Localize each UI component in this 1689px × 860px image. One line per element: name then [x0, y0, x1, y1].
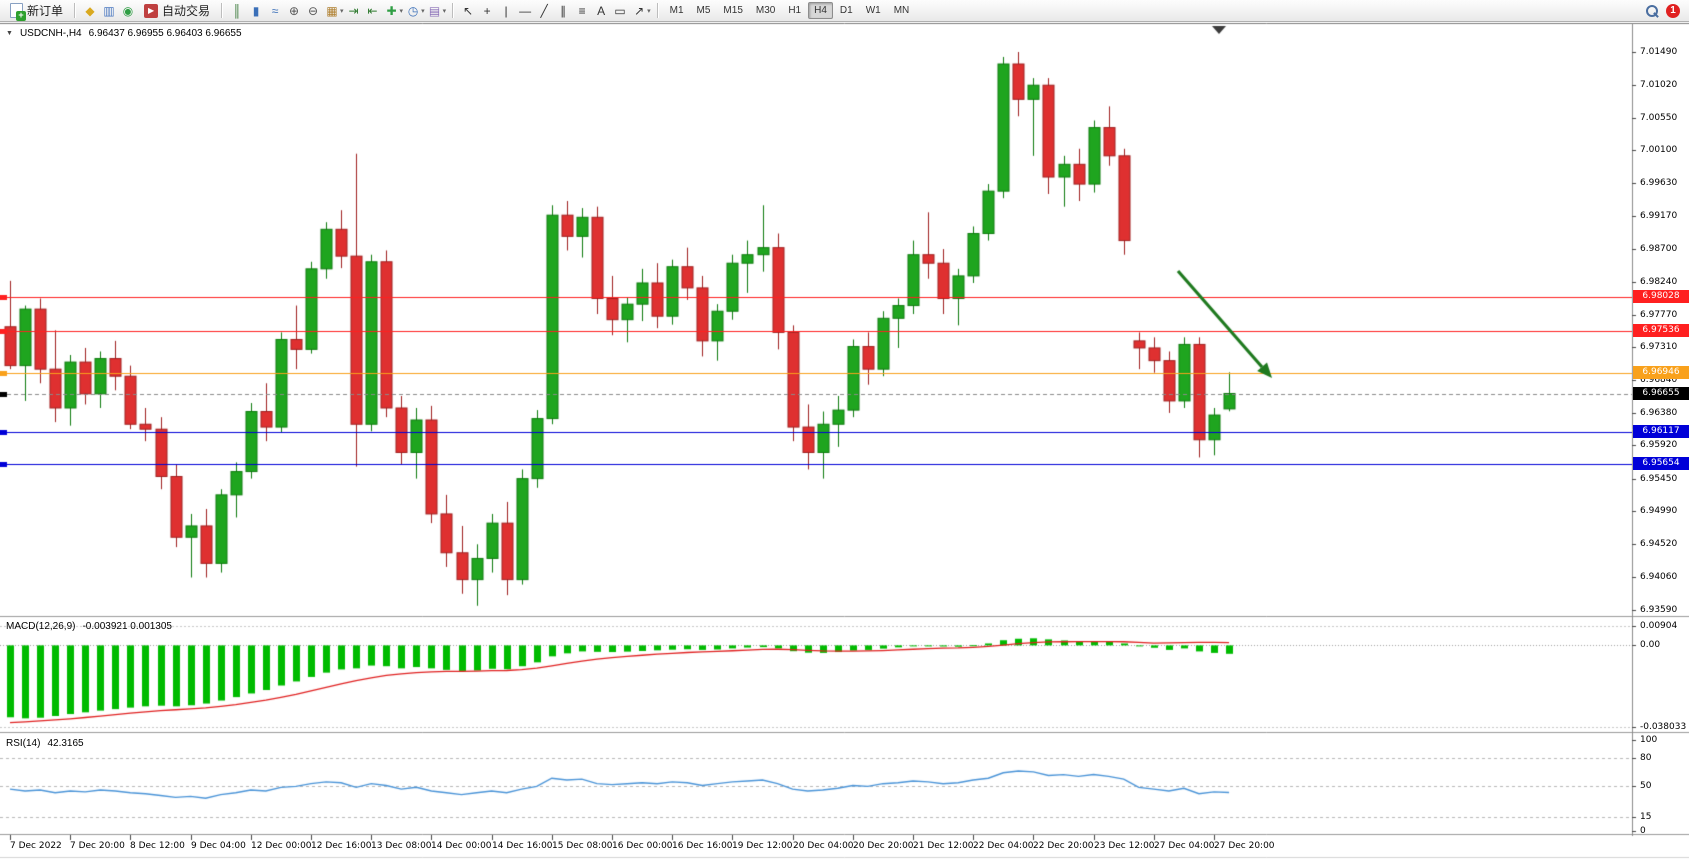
dropdown-caret-icon[interactable]: ▾ — [421, 7, 425, 15]
timeframe-button-h4[interactable]: H4 — [808, 2, 833, 19]
timeframe-button-d1[interactable]: D1 — [839, 5, 853, 16]
arrows-icon[interactable]: ↗ — [634, 3, 645, 18]
horizontal-line-icon[interactable]: — — [519, 3, 532, 18]
cursor-icon[interactable]: ↖ — [463, 3, 474, 18]
timeframe-group: M1 M5 M15 M30 H1 H4 D1 W1 MN — [664, 2, 916, 19]
dropdown-caret-icon[interactable]: ▾ — [442, 7, 447, 15]
timeframe-button-mn[interactable]: MN — [893, 5, 910, 16]
chart-shift-icon[interactable]: ⇤ — [367, 3, 378, 18]
toolbar-separator — [452, 3, 454, 18]
auto-trading-label: 自动交易 — [162, 4, 211, 18]
dropdown-caret-icon[interactable]: ▾ — [399, 7, 404, 15]
new-order-icon: + — [10, 3, 26, 21]
tile-windows-icon[interactable]: ▦ — [326, 3, 338, 18]
timeframe-button-m15[interactable]: M15 — [723, 5, 743, 16]
notification-badge[interactable]: 1 — [1666, 3, 1680, 18]
label-icon[interactable]: ▭ — [614, 3, 626, 18]
news-icon[interactable]: ◆ — [85, 3, 95, 18]
toolbar-separator — [74, 3, 76, 18]
vertical-line-icon[interactable]: | — [504, 3, 508, 18]
fibonacci-icon[interactable]: ≡ — [578, 3, 586, 18]
timeframe-button-m30[interactable]: M30 — [755, 5, 776, 16]
toolbar-separator — [656, 3, 658, 18]
search-icon[interactable] — [1645, 4, 1659, 18]
timeframe-button-h1[interactable]: H1 — [788, 5, 802, 16]
trendline-icon[interactable]: ╱ — [540, 3, 548, 18]
text-icon[interactable]: A — [597, 3, 606, 18]
timeframe-button-m5[interactable]: M5 — [696, 5, 711, 16]
line-chart-icon[interactable]: ≈ — [271, 3, 279, 18]
auto-scroll-icon[interactable]: ⇥ — [348, 3, 359, 18]
bar-chart-icon[interactable]: ║ — [232, 3, 242, 18]
auto-trading-button[interactable]: ▶ 自动交易 — [139, 1, 215, 20]
zoom-out-icon[interactable]: ⊖ — [308, 3, 319, 18]
new-order-button[interactable]: + 新订单 — [5, 1, 68, 21]
candlestick-chart-icon[interactable]: ▮ — [252, 3, 260, 18]
templates-icon[interactable]: ▤ — [428, 3, 441, 18]
market-watch-icon[interactable]: ▥ — [103, 3, 115, 18]
channel-icon[interactable]: ∥ — [560, 3, 567, 18]
toolbar-separator — [221, 3, 223, 18]
dropdown-caret-icon[interactable]: ▾ — [340, 7, 344, 15]
crosshair-icon[interactable]: + — [483, 3, 491, 18]
timeframe-button-m1[interactable]: M1 — [669, 5, 684, 16]
dropdown-caret-icon[interactable]: ▾ — [647, 7, 651, 15]
support-icon[interactable]: ◉ — [122, 3, 134, 18]
periods-icon[interactable]: ◷ — [407, 3, 419, 18]
timeframe-button-w1[interactable]: W1 — [865, 5, 881, 16]
new-order-label: 新订单 — [27, 4, 64, 18]
main-toolbar: + 新订单 ◆ ▥ ◉ ▶ 自动交易 ║ ▮ ≈ ⊕ ⊖ ▦ ▾ ⇥ ⇤ ✚ ▾ ◷ ▾ ▤ ▾ ↖ + | — ╱ ∥ ≡… — [0, 0, 1689, 22]
zoom-in-icon[interactable]: ⊕ — [289, 3, 300, 18]
indicators-icon[interactable]: ✚ — [386, 3, 397, 18]
auto-trading-icon: ▶ — [144, 3, 159, 18]
